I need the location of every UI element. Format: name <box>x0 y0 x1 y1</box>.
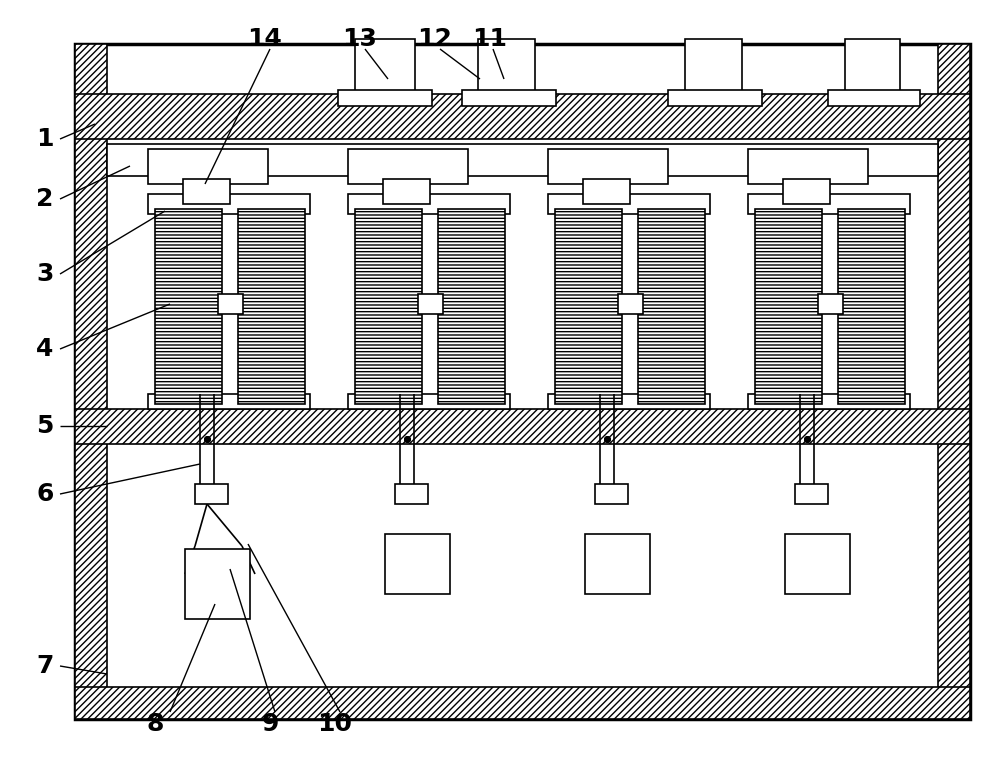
Bar <box>107 144 938 176</box>
Bar <box>748 194 910 214</box>
Bar <box>148 149 268 184</box>
Bar <box>838 209 905 404</box>
Bar <box>385 534 450 594</box>
Bar <box>183 179 230 204</box>
Bar <box>418 294 443 314</box>
Text: 14: 14 <box>248 27 282 51</box>
Bar <box>478 39 535 94</box>
Bar <box>75 44 970 719</box>
Bar <box>348 149 468 184</box>
Bar <box>618 294 643 314</box>
Bar <box>938 44 970 719</box>
Bar <box>355 39 415 94</box>
Bar <box>185 549 250 619</box>
Bar <box>548 394 710 409</box>
Bar <box>75 409 970 444</box>
Bar <box>238 209 305 404</box>
Bar <box>438 209 505 404</box>
Bar <box>548 149 668 184</box>
Bar <box>395 484 428 504</box>
Bar <box>685 39 742 94</box>
Bar <box>75 687 970 719</box>
Bar <box>818 294 843 314</box>
Text: 11: 11 <box>473 27 508 51</box>
Bar <box>845 39 900 94</box>
Bar <box>828 90 920 106</box>
Bar <box>638 209 705 404</box>
Bar <box>785 534 850 594</box>
Bar <box>75 94 970 139</box>
Bar <box>668 90 762 106</box>
Bar <box>462 90 556 106</box>
Bar <box>338 90 432 106</box>
Bar <box>148 394 310 409</box>
Text: 1: 1 <box>36 127 54 151</box>
Text: 3: 3 <box>36 262 54 286</box>
Bar <box>748 394 910 409</box>
Bar <box>355 209 422 404</box>
Bar <box>218 294 243 314</box>
Bar <box>383 179 430 204</box>
Bar <box>548 194 710 214</box>
Bar <box>348 194 510 214</box>
Text: 13: 13 <box>343 27 377 51</box>
Text: 10: 10 <box>318 712 352 736</box>
Bar <box>583 179 630 204</box>
Text: 12: 12 <box>418 27 452 51</box>
Bar <box>585 534 650 594</box>
Text: 2: 2 <box>36 187 54 211</box>
Bar <box>148 194 310 214</box>
Bar <box>748 149 868 184</box>
Bar <box>348 394 510 409</box>
Bar <box>555 209 622 404</box>
Text: 9: 9 <box>261 712 279 736</box>
Bar <box>155 209 222 404</box>
Text: 5: 5 <box>36 414 54 438</box>
Text: 6: 6 <box>36 482 54 506</box>
Bar <box>195 484 228 504</box>
Bar <box>783 179 830 204</box>
Text: 8: 8 <box>146 712 164 736</box>
Bar <box>75 44 107 719</box>
Bar <box>595 484 628 504</box>
Text: 4: 4 <box>36 337 54 361</box>
Text: 7: 7 <box>36 654 54 678</box>
Bar <box>795 484 828 504</box>
Bar <box>755 209 822 404</box>
